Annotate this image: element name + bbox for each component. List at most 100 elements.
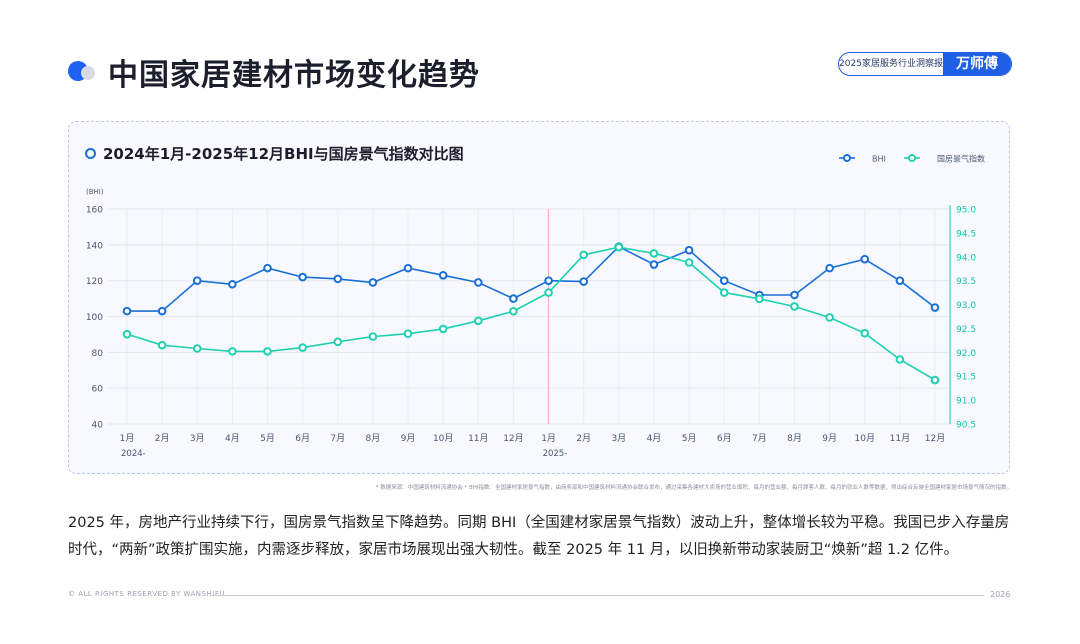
data-point	[228, 279, 237, 289]
x-tick-label: 3月	[190, 433, 205, 444]
x-tick-label: 5月	[682, 433, 697, 444]
data-point	[474, 278, 483, 287]
data-point	[157, 340, 167, 350]
y-tick-right: 90.5	[956, 421, 976, 431]
x-tick-label: 2月	[576, 433, 591, 444]
data-point	[403, 329, 413, 339]
data-point	[544, 276, 553, 285]
x-tick-label: 2月	[155, 433, 170, 444]
source-note: * 数据来源：中国建筑材料流通协会 * BHI指数：全国建材家居景气指数，由商务…	[375, 485, 1012, 491]
y-tick-right: 92.0	[956, 349, 976, 359]
y-axis-unit: (BHI)	[86, 188, 104, 196]
footer-year: 2026	[990, 590, 1011, 599]
data-point	[930, 375, 940, 385]
y-tick-right: 95.0	[956, 206, 976, 216]
data-point	[790, 302, 799, 311]
x-tick-label: 6月	[295, 433, 310, 444]
year-label: 2024-	[121, 449, 146, 459]
title-dots-icon	[68, 60, 98, 82]
data-point	[684, 245, 694, 255]
x-tick-label: 8月	[787, 433, 802, 444]
data-point	[122, 306, 132, 316]
data-point	[263, 263, 272, 273]
summary-paragraph: 2025 年，房地产行业持续下行，国房景气指数呈下降趋势。同期 BHI（全国建材…	[68, 515, 1010, 558]
x-tick-label: 12月	[503, 433, 523, 444]
data-point	[649, 249, 659, 258]
y-tick-right: 94.0	[956, 253, 976, 263]
y-tick-left: 120	[86, 277, 103, 287]
data-point	[509, 294, 518, 303]
x-tick-label: 1月	[541, 433, 556, 444]
data-point	[825, 263, 834, 273]
data-point	[825, 313, 834, 322]
y-tick-right: 91.0	[956, 397, 976, 407]
data-point	[755, 294, 764, 304]
data-point	[368, 332, 378, 341]
x-tick-label: 10月	[433, 433, 453, 444]
y-tick-left: 80	[92, 349, 104, 359]
brand-logo: 万师傅	[943, 53, 1011, 75]
data-point	[860, 328, 870, 338]
data-point	[298, 272, 307, 282]
y-tick-left: 140	[86, 241, 103, 251]
data-point	[403, 263, 413, 273]
y-tick-left: 60	[92, 385, 104, 395]
data-point	[860, 254, 870, 264]
y-tick-right: 93.5	[956, 277, 976, 287]
data-point	[192, 344, 202, 353]
series-line	[126, 246, 936, 381]
x-tick-label: 12月	[925, 433, 945, 444]
x-tick-label: 9月	[822, 433, 837, 444]
data-point	[614, 242, 624, 252]
data-point	[719, 276, 729, 285]
x-tick-label: 4月	[647, 433, 662, 444]
badge-report-name: 2025家居服务行业洞察报告	[839, 59, 943, 69]
x-tick-label: 1月	[120, 433, 135, 444]
y-tick-right: 91.5	[956, 373, 976, 383]
data-point	[930, 303, 940, 312]
y-tick-left: 160	[86, 206, 103, 216]
data-point	[895, 355, 905, 364]
data-point	[298, 343, 307, 352]
x-tick-label: 7月	[752, 433, 767, 444]
data-point	[790, 290, 799, 300]
x-tick-label: 11月	[468, 433, 488, 444]
y-tick-right: 94.5	[956, 229, 976, 239]
data-point	[157, 306, 167, 316]
data-point	[263, 347, 272, 356]
data-point	[579, 250, 588, 260]
data-point	[895, 276, 905, 285]
year-label: 2025-	[543, 449, 568, 459]
x-tick-label: 5月	[260, 433, 275, 444]
x-tick-label: 11月	[890, 433, 910, 444]
y-tick-right: 93.0	[956, 301, 976, 311]
data-point	[122, 329, 132, 339]
report-badge: 2025家居服务行业洞察报告 万师傅	[838, 52, 1012, 76]
legend-label: 国房景气指数	[937, 154, 985, 164]
data-point	[684, 258, 694, 267]
data-point	[192, 276, 202, 285]
y-tick-left: 100	[86, 313, 103, 323]
data-point	[228, 347, 237, 356]
legend-label: BHI	[872, 155, 886, 164]
series-line	[127, 245, 936, 312]
data-point	[509, 306, 518, 316]
x-tick-label: 8月	[366, 433, 381, 444]
x-tick-label: 4月	[225, 433, 240, 444]
footer-divider	[212, 595, 984, 596]
x-tick-label: 9月	[401, 433, 416, 444]
legend-marker	[908, 154, 916, 162]
y-tick-right: 92.5	[956, 325, 976, 335]
data-point	[438, 324, 448, 334]
data-point	[474, 316, 483, 326]
legend-marker	[843, 154, 851, 162]
x-tick-label: 6月	[717, 433, 732, 444]
chart-title: 2024年1月-2025年12月BHI与国房景气指数对比图	[103, 145, 464, 163]
y-tick-left: 40	[92, 421, 104, 431]
x-tick-label: 10月	[855, 433, 875, 444]
chart-title-row: 2024年1月-2025年12月BHI与国房景气指数对比图	[85, 143, 464, 164]
x-tick-label: 3月	[611, 433, 626, 444]
x-tick-label: 7月	[330, 433, 345, 444]
chart-title-ring-icon	[85, 148, 96, 159]
